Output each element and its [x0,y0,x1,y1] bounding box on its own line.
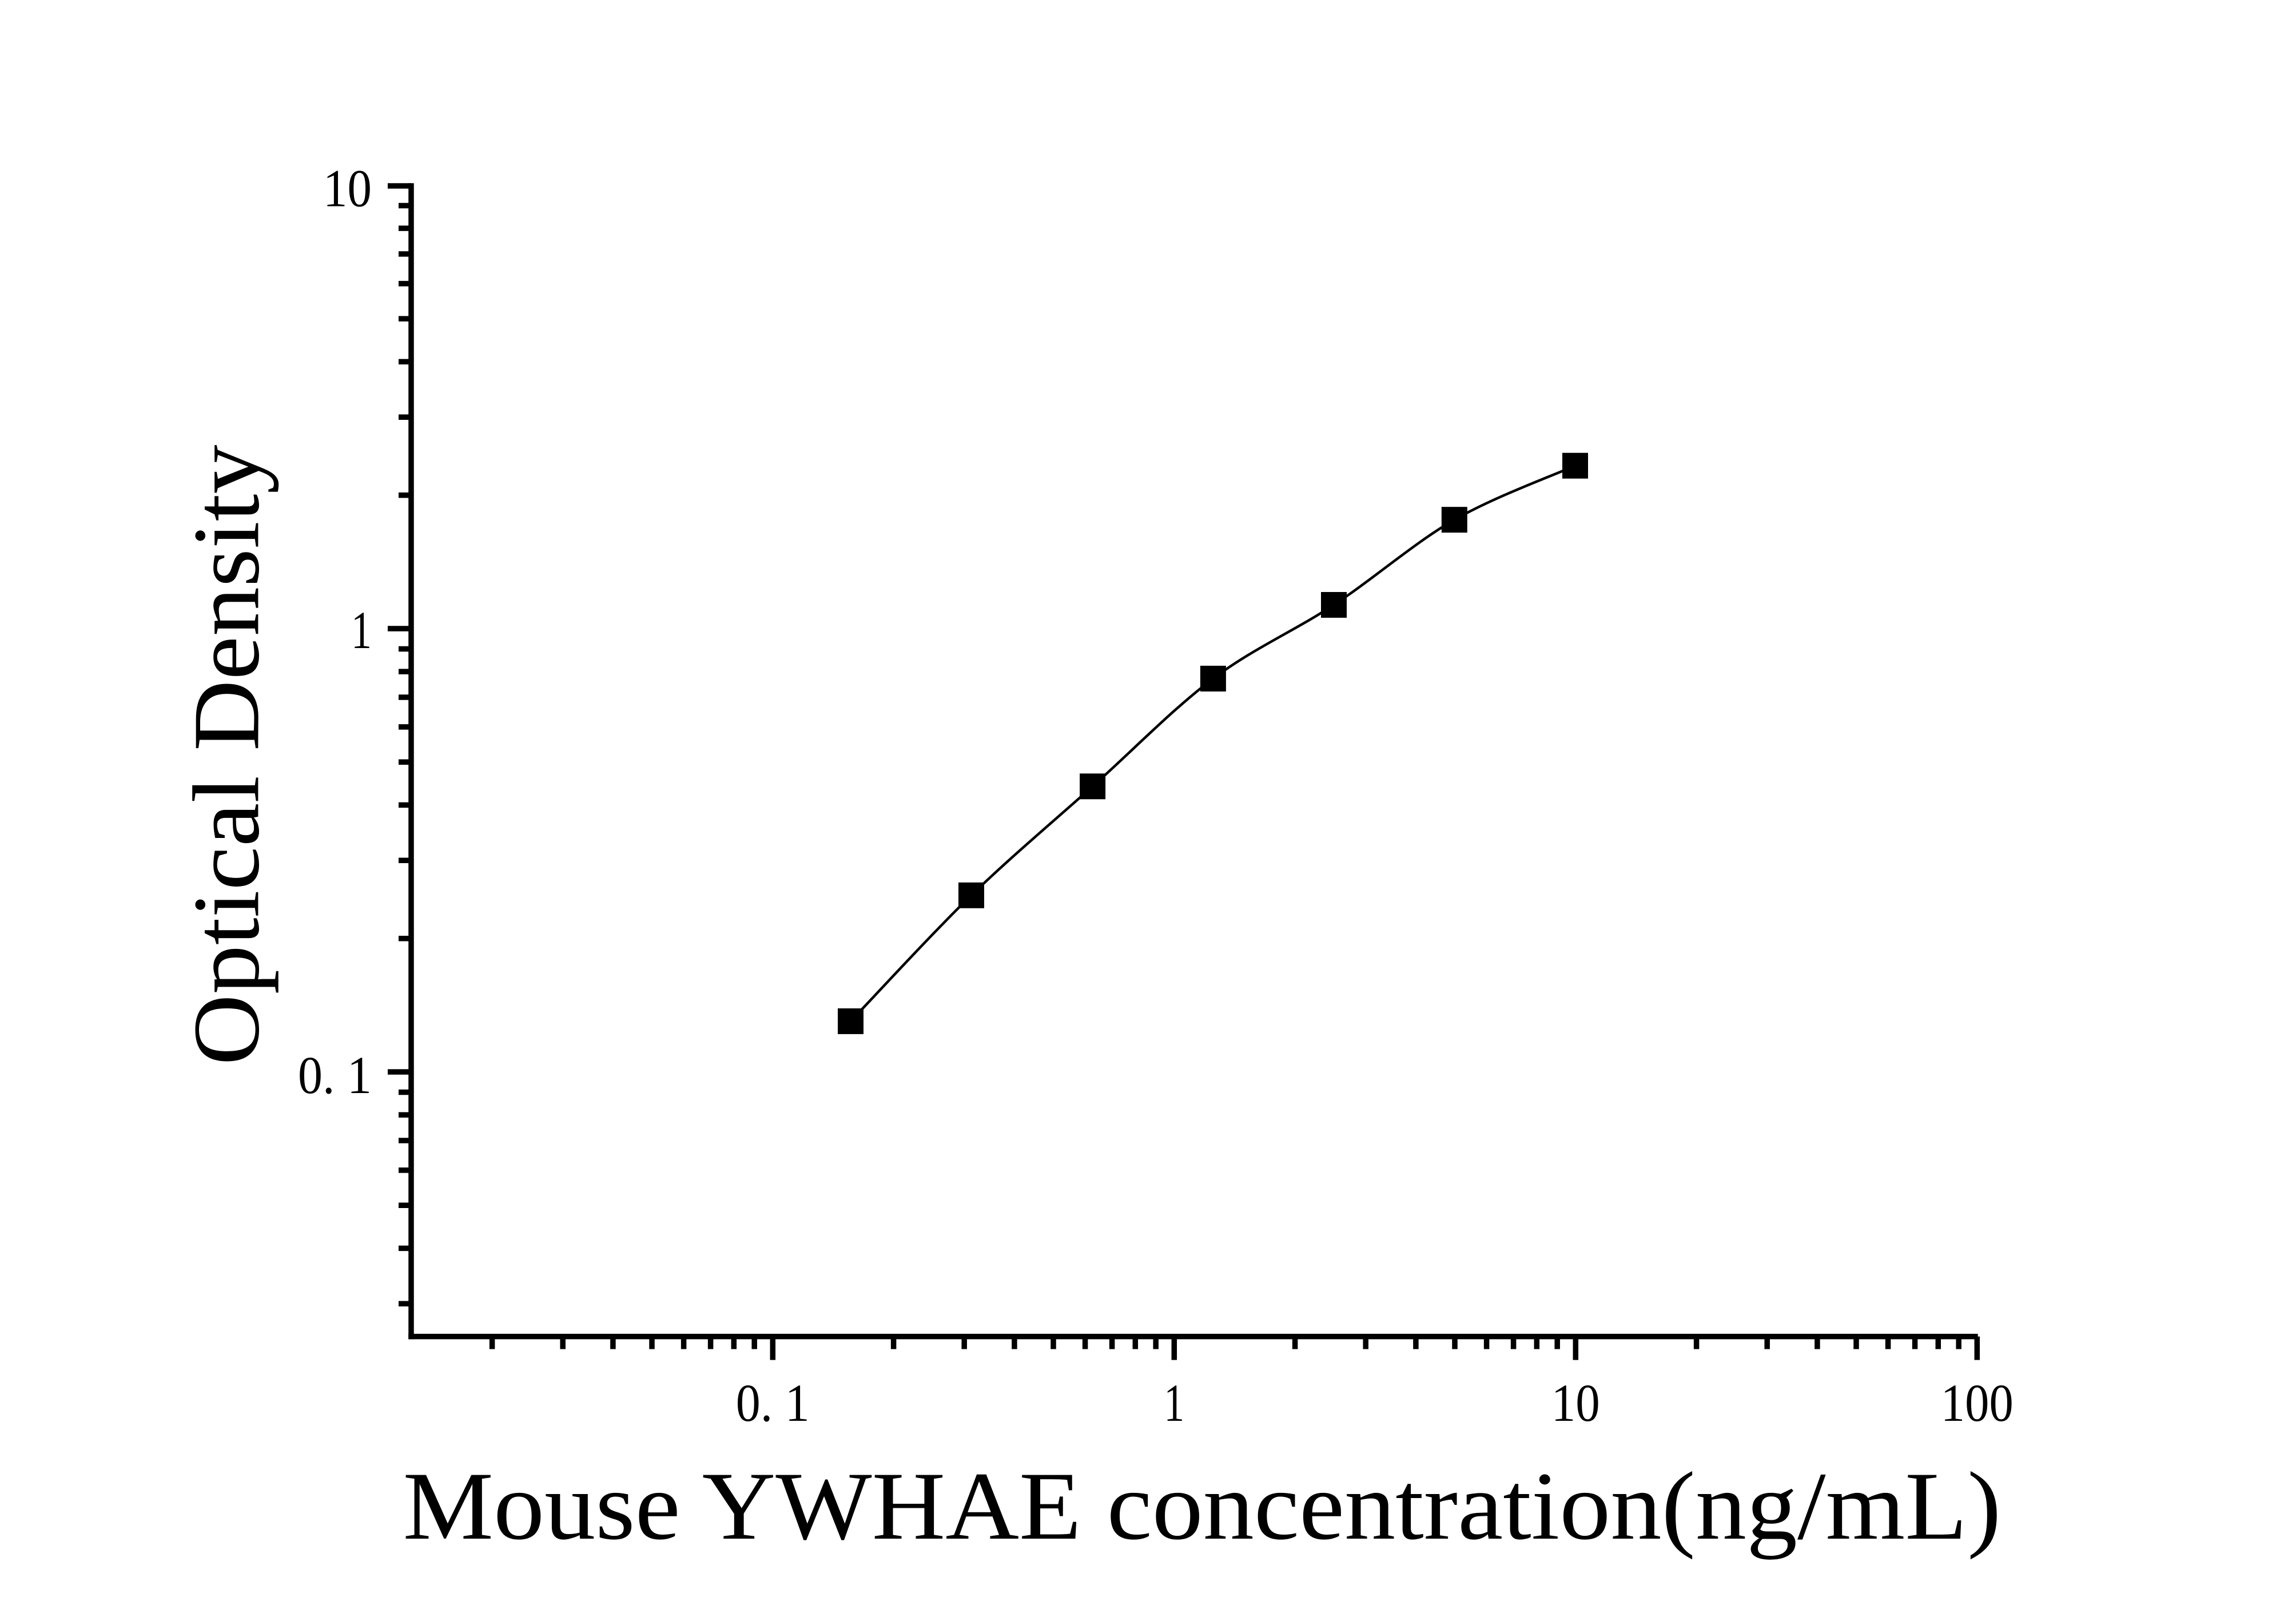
svg-text:1: 1 [351,601,372,660]
svg-text:0. 1: 0. 1 [736,1374,810,1433]
svg-text:0. 1: 0. 1 [298,1046,372,1105]
svg-text:Mouse YWHAE concentration(ng/m: Mouse YWHAE concentration(ng/mL) [403,1452,2001,1560]
svg-text:10: 10 [1551,1374,1600,1433]
svg-text:10: 10 [323,159,372,218]
svg-text:100: 100 [1941,1374,2014,1433]
svg-text:1: 1 [1164,1374,1184,1433]
svg-text:Optical Density: Optical Density [173,445,278,1066]
